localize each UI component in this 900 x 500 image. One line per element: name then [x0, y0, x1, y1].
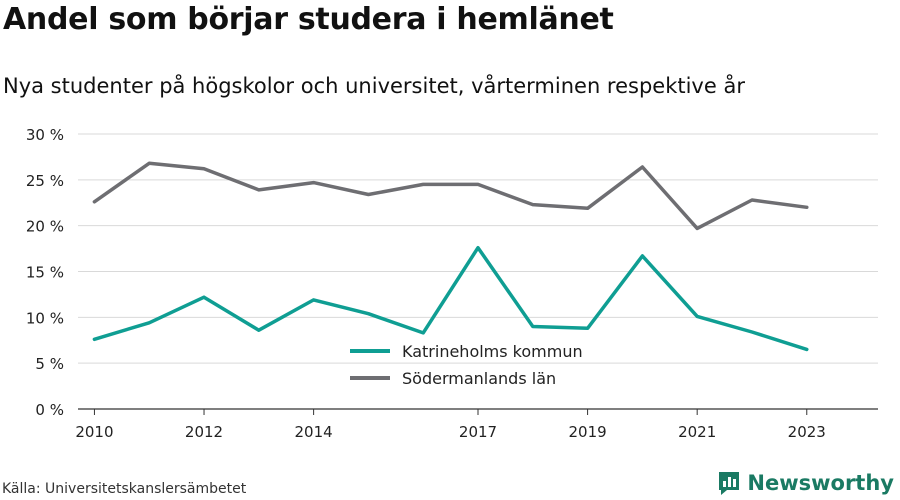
- y-tick-label: 5 %: [35, 355, 64, 373]
- brand-name: Newsworthy: [747, 471, 894, 495]
- x-tick-label: 2014: [295, 423, 333, 441]
- brand-logo[interactable]: Newsworthy: [717, 470, 894, 496]
- series-lines: [92, 161, 809, 352]
- x-tick-label: 2023: [788, 423, 826, 441]
- y-tick-label: 30 %: [26, 126, 64, 144]
- newsworthy-logo-icon: [719, 472, 740, 495]
- y-tick-label: 0 %: [35, 401, 64, 419]
- x-tick-label: 2019: [568, 423, 606, 441]
- grid-lines: [78, 133, 878, 364]
- x-axis: 2010 2012 2014 2017 2019 2021 2023: [75, 408, 878, 441]
- y-tick-label: 10 %: [26, 309, 64, 327]
- y-axis-tick-labels: 0 % 5 % 10 % 15 % 20 % 25 % 30 %: [26, 126, 64, 419]
- x-tick-label: 2010: [75, 423, 113, 441]
- chart-title: Andel som börjar studera i hemlänet: [3, 2, 614, 37]
- legend-label: Södermanlands län: [402, 369, 556, 388]
- chart-subtitle: Nya studenter på högskolor och universit…: [3, 74, 745, 98]
- y-tick-label: 25 %: [26, 172, 64, 190]
- x-tick-label: 2017: [459, 423, 497, 441]
- legend-label: Katrineholms kommun: [402, 342, 583, 361]
- y-tick-label: 15 %: [26, 264, 64, 282]
- x-tick-label: 2012: [185, 423, 223, 441]
- series-line-1: [92, 161, 809, 231]
- legend: Katrineholms kommun Södermanlands län: [350, 342, 583, 388]
- source-note: Källa: Universitetskanslersämbetet: [2, 481, 247, 497]
- x-tick-label: 2021: [678, 423, 716, 441]
- y-tick-label: 20 %: [26, 218, 64, 236]
- series-line-0: [92, 245, 809, 352]
